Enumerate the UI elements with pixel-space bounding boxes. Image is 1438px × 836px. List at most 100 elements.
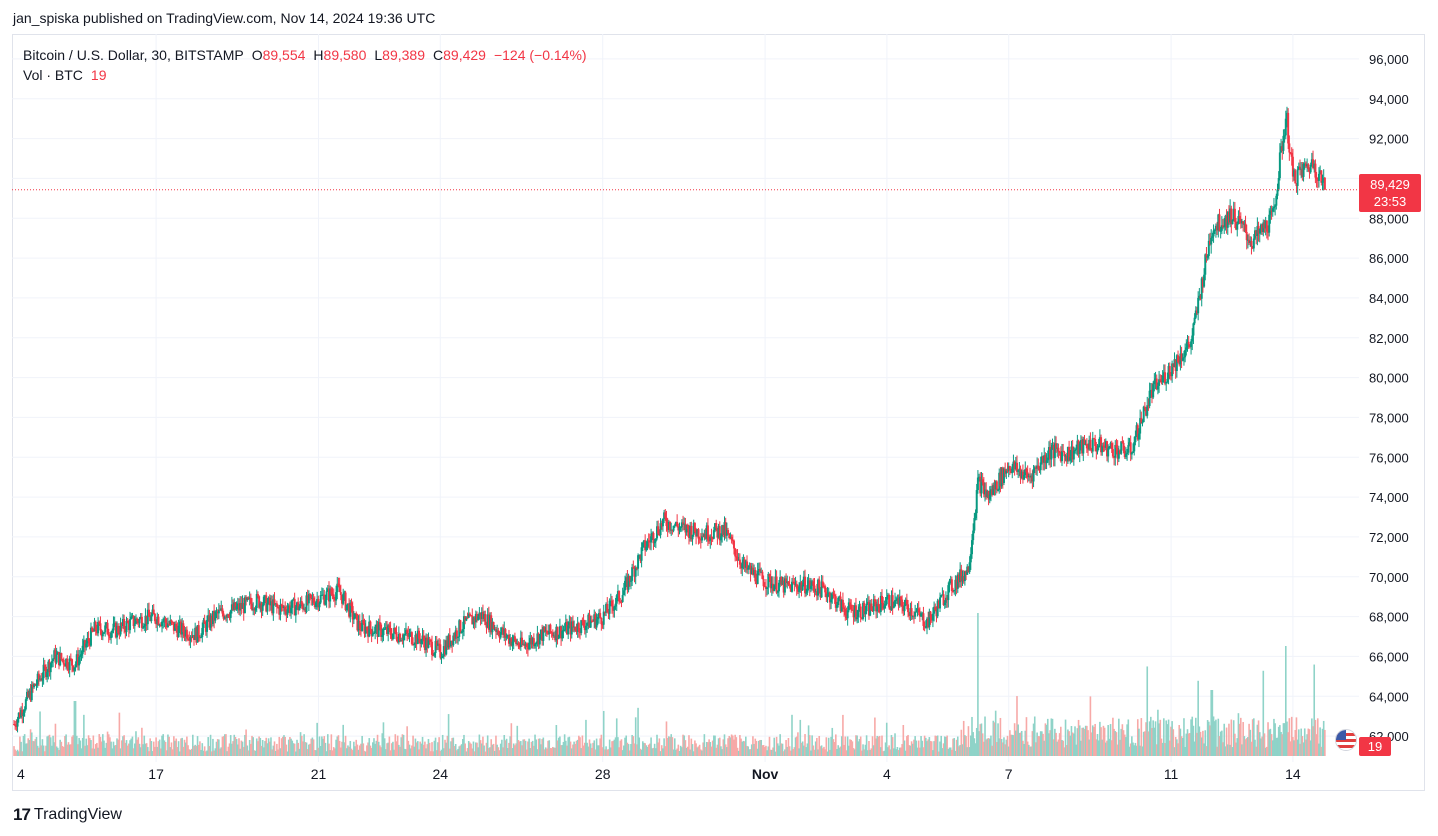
price-chart[interactable]: 62,00064,00066,00068,00070,00072,00074,0… [12,34,1425,791]
candle-body [67,667,70,671]
volume-bar [504,740,507,756]
volume-bar [315,750,317,756]
candle-body [939,597,942,609]
volume-bar [1303,728,1306,756]
candle-body [903,605,906,612]
volume-bar [312,739,315,756]
us-flag-icon[interactable] [1335,729,1357,751]
volume-bar [774,751,777,756]
volume-bar [582,745,585,756]
candle-body [222,613,225,619]
volume-bar [653,743,656,756]
volume-bar [990,735,992,756]
candle-body [670,529,673,531]
volume-bar [1287,732,1289,756]
volume-bar [272,745,275,756]
volume-bar [1185,733,1188,756]
volume-bar [125,740,128,756]
volume-bar [311,737,314,756]
volume-bar [573,741,575,756]
candle-body [1216,225,1219,231]
volume-bar [914,736,916,756]
volume-bar [891,737,894,756]
candle-body [622,590,625,596]
volume-bar [439,751,442,756]
candle-body [376,624,379,637]
volume-bar [1105,742,1107,756]
volume-bar [885,722,888,756]
volume-bar [612,740,614,756]
candle-body [1082,438,1085,454]
volume-bar [875,738,877,756]
candle-body [969,554,972,563]
volume-bar [1267,722,1269,756]
x-tick-label: 14 [1285,766,1301,782]
volume-bar [1258,732,1261,756]
volume-bar [862,744,864,756]
volume-bar [381,733,384,756]
volume-bar [452,737,455,756]
volume-bar [485,742,488,756]
candle-body [725,530,728,536]
volume-bar [768,736,771,756]
candle-body [1265,220,1268,232]
candle-body [807,580,810,586]
candle-body [1231,220,1234,225]
candle-body [451,640,454,646]
candle-body [645,546,648,551]
volume-bar [1239,717,1242,756]
volume-bar [1283,723,1286,756]
volume-bar [1115,732,1118,756]
volume-bar [595,738,598,756]
candle-body [470,615,473,617]
volume-bar [932,750,934,756]
volume-bar [929,741,932,756]
candle-body [644,540,647,551]
candle-body [767,573,770,588]
volume-bar [675,749,677,756]
candle-body [190,636,193,638]
candle-body [914,611,917,617]
volume-bar [1043,740,1046,756]
tradingview-logo[interactable]: 17 TradingView [13,805,122,825]
volume-bar [954,750,957,756]
volume-bar [1164,743,1166,756]
candle-body [554,635,557,641]
candle-body [531,638,534,645]
candle-body [603,611,606,613]
volume-bar [1093,727,1095,756]
volume-bar [849,739,851,756]
candle-body [750,567,753,575]
volume-bar [23,734,26,756]
volume-bar [825,737,828,756]
candle-body [1078,443,1081,454]
candle-body [1257,226,1260,234]
candle-body [892,606,895,608]
candle-body [1312,159,1315,168]
volume-bar [467,741,470,756]
volume-bar [65,734,67,756]
volume-bar [880,747,882,756]
volume-bar [650,737,652,756]
x-tick-label: 17 [148,766,164,782]
volume-label[interactable]: Vol · BTC [23,67,83,83]
volume-bar [105,742,108,756]
volume-bar [1238,723,1241,756]
volume-bar [537,738,540,756]
volume-bar [782,751,785,756]
volume-bar [900,747,902,756]
volume-bar [38,747,40,756]
candle-body [984,489,987,495]
volume-bar [948,747,951,756]
volume-bar [398,744,400,756]
candle-body [461,629,464,632]
volume-bar [138,743,141,756]
candle-body [188,638,191,641]
symbol-title[interactable]: Bitcoin / U.S. Dollar, 30, BITSTAMP [23,47,244,63]
volume-bar [1094,723,1096,756]
volume-bar [109,737,111,756]
volume-badge: 19 [1359,737,1391,756]
candle-body [504,629,507,638]
volume-bar [979,724,982,756]
volume-bar [793,747,796,756]
